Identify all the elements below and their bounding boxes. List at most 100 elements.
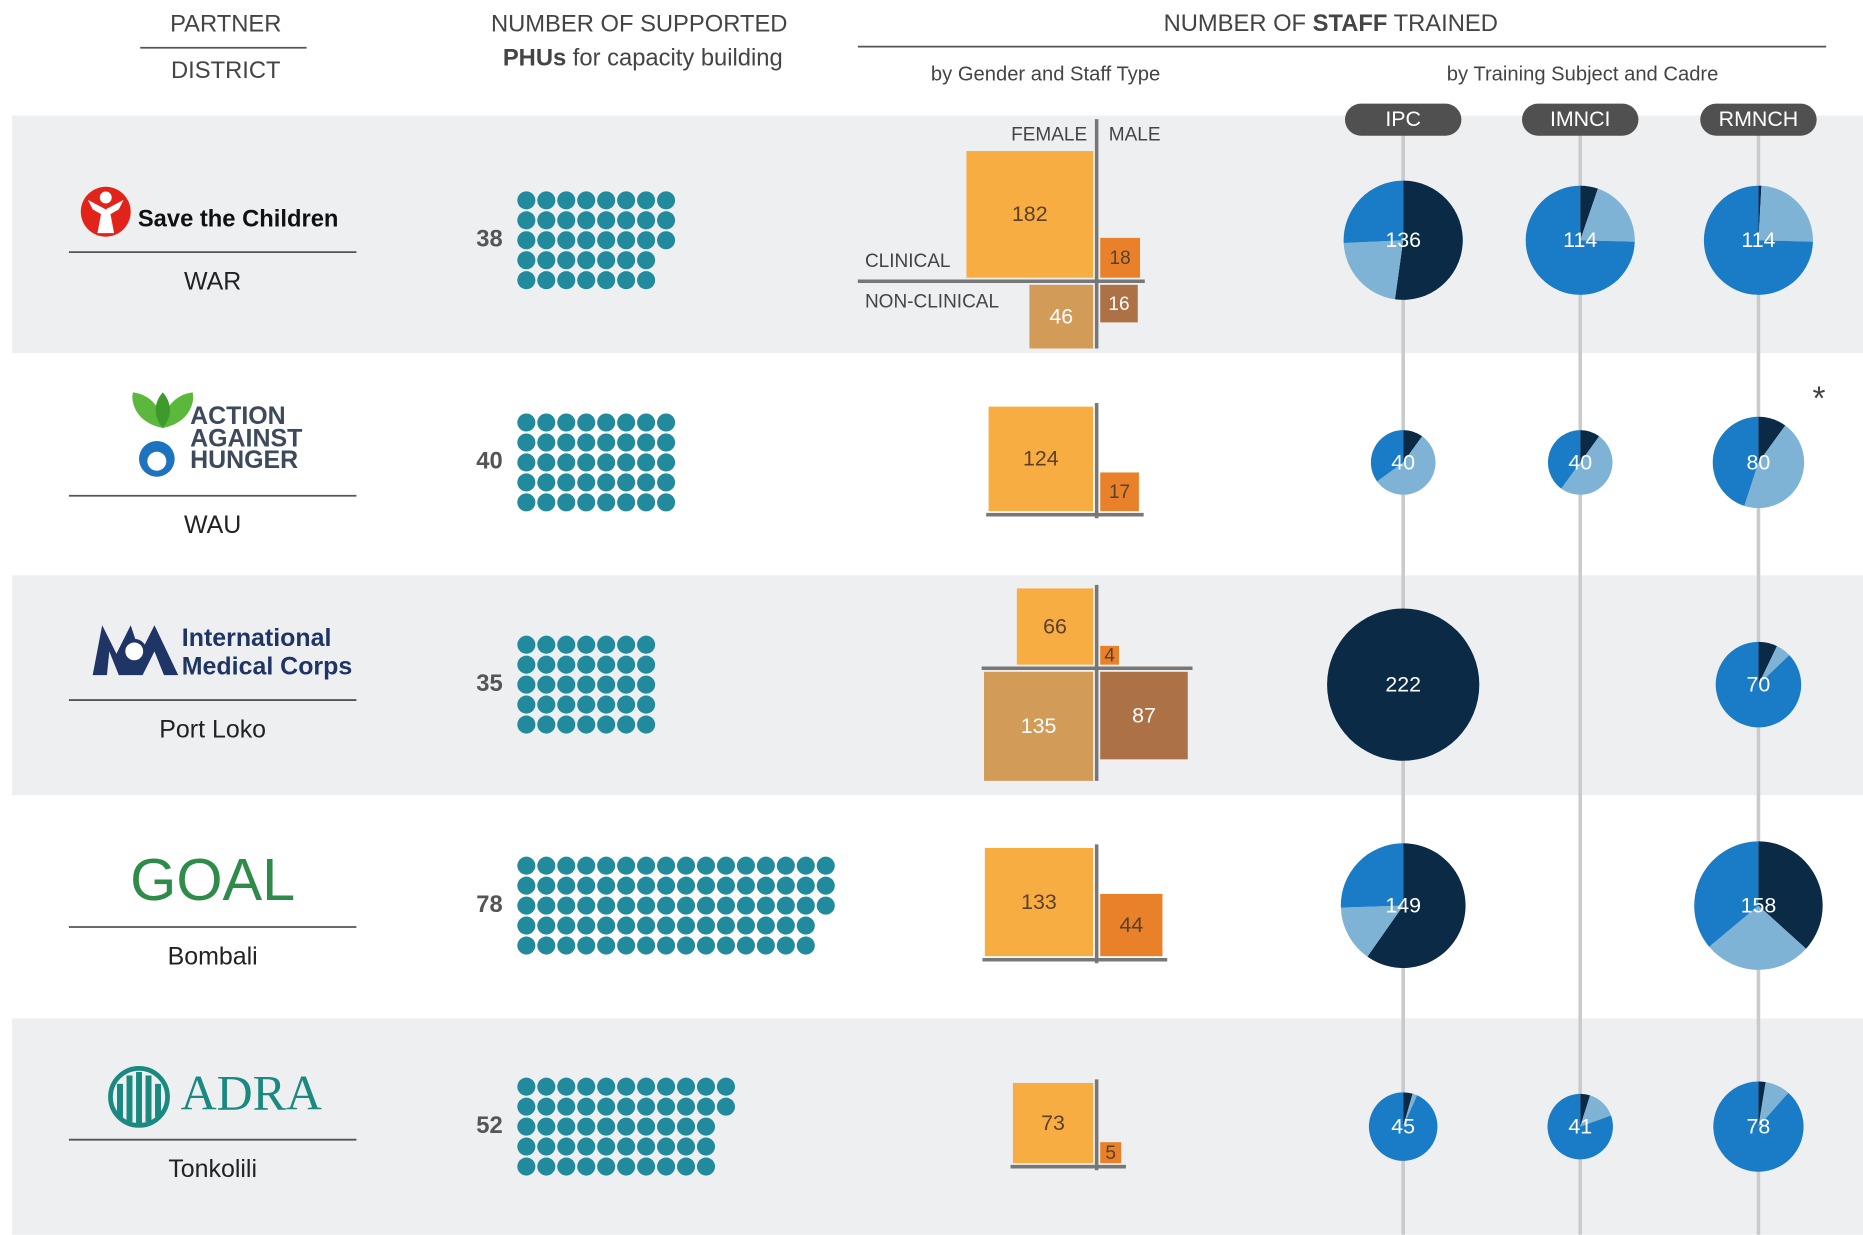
phu-dot bbox=[537, 493, 556, 512]
male-label: MALE bbox=[1109, 125, 1161, 146]
phu-dot bbox=[597, 1117, 616, 1136]
phu-dot bbox=[617, 655, 636, 674]
phu-dot bbox=[657, 876, 676, 895]
phu-dot bbox=[537, 635, 556, 654]
phu-dot bbox=[637, 433, 656, 452]
phu-dot bbox=[657, 1117, 676, 1136]
phu-dot bbox=[597, 655, 616, 674]
staff-square bbox=[1100, 284, 1138, 323]
staff-square bbox=[984, 671, 1094, 781]
phu-dot bbox=[617, 695, 636, 714]
phu-dot bbox=[557, 655, 576, 674]
staff-square bbox=[1100, 893, 1163, 957]
pie-total: 114 bbox=[1741, 228, 1775, 252]
staff-value: 133 bbox=[1021, 890, 1057, 914]
partner-logo: GOAL bbox=[130, 846, 295, 913]
phu-dot bbox=[597, 493, 616, 512]
phu-dot bbox=[617, 1097, 636, 1116]
phu-dot bbox=[617, 876, 636, 895]
phu-dot bbox=[657, 896, 676, 915]
phu-dot bbox=[597, 453, 616, 472]
phu-dot bbox=[597, 936, 616, 955]
pie-total: 80 bbox=[1747, 450, 1771, 474]
pie-slice bbox=[1758, 185, 1813, 242]
phu-dot bbox=[756, 916, 775, 935]
subject-label: RMNCH bbox=[1719, 107, 1799, 131]
phu-dot bbox=[617, 493, 636, 512]
staff-pre: NUMBER OF bbox=[1164, 10, 1313, 37]
staff-bold: STAFF bbox=[1313, 10, 1388, 37]
phu-dot bbox=[577, 211, 596, 230]
phu-dot bbox=[557, 413, 576, 432]
staff-square bbox=[1016, 588, 1094, 665]
phu-dot bbox=[577, 675, 596, 694]
phu-dot bbox=[517, 916, 536, 935]
pie-total: 70 bbox=[1747, 672, 1771, 696]
staff-value: 135 bbox=[1021, 714, 1057, 738]
phu-dot bbox=[696, 1077, 716, 1096]
pie-total: 158 bbox=[1741, 893, 1777, 917]
staff-value: 46 bbox=[1049, 304, 1073, 328]
pie-slice bbox=[1580, 1093, 1591, 1127]
phu-dot bbox=[716, 936, 735, 955]
phu-dot bbox=[696, 876, 716, 895]
phu-dot bbox=[517, 251, 536, 270]
pie-slice bbox=[1758, 1082, 1789, 1127]
phu-dot bbox=[577, 413, 596, 432]
phu-dot bbox=[597, 675, 616, 694]
phu-dot bbox=[537, 856, 556, 875]
staff-square bbox=[966, 151, 1094, 278]
phus-header-2: PHUs for capacity building bbox=[503, 45, 783, 72]
phu-dot bbox=[517, 271, 536, 290]
phu-dot bbox=[517, 876, 536, 895]
phu-dot bbox=[597, 856, 616, 875]
pie-slice bbox=[1561, 436, 1613, 495]
phu-dot bbox=[517, 655, 536, 674]
phu-dot bbox=[696, 1117, 716, 1136]
pie-total: 149 bbox=[1385, 893, 1421, 917]
phu-dot bbox=[517, 1077, 536, 1096]
pie-slice bbox=[1758, 841, 1823, 949]
imc-icon bbox=[121, 638, 147, 664]
phu-dot bbox=[597, 1137, 616, 1156]
phu-dot bbox=[557, 675, 576, 694]
phu-dot bbox=[716, 1077, 735, 1096]
pie-slice bbox=[1340, 905, 1404, 957]
staff-square bbox=[1029, 284, 1094, 349]
phu-dot bbox=[557, 896, 576, 915]
phu-dot bbox=[617, 1117, 636, 1136]
phu-dot bbox=[637, 251, 656, 270]
phu-dot bbox=[597, 251, 616, 270]
phu-dot bbox=[716, 856, 735, 875]
phu-dot bbox=[617, 916, 636, 935]
phu-dot bbox=[716, 876, 735, 895]
phu-dot bbox=[617, 896, 636, 915]
pie-slice bbox=[1758, 641, 1777, 685]
phu-dot bbox=[637, 1117, 656, 1136]
staff-value: 18 bbox=[1110, 248, 1131, 269]
phu-dot bbox=[677, 1097, 696, 1116]
pie-total: 40 bbox=[1568, 450, 1592, 474]
phu-dot bbox=[517, 1097, 536, 1116]
partner-logo: ADRA bbox=[181, 1066, 322, 1121]
phu-dot bbox=[517, 635, 536, 654]
aah-icon bbox=[147, 451, 167, 471]
phu-dot bbox=[637, 916, 656, 935]
phu-dot bbox=[677, 936, 696, 955]
phu-dot bbox=[517, 856, 536, 875]
clinical-label: CLINICAL bbox=[865, 251, 951, 272]
phu-dot bbox=[597, 413, 616, 432]
partner-logo: HUNGER bbox=[190, 446, 298, 474]
pie-slice bbox=[1713, 1081, 1804, 1172]
phu-dot bbox=[537, 433, 556, 452]
phu-dot bbox=[557, 876, 576, 895]
phu-dot bbox=[657, 211, 676, 230]
phu-dot bbox=[517, 191, 536, 210]
phu-dot bbox=[597, 231, 616, 250]
phu-dot bbox=[776, 916, 795, 935]
phu-dot bbox=[736, 896, 755, 915]
partner-logo: AGAINST bbox=[190, 424, 302, 452]
phu-dot bbox=[557, 453, 576, 472]
staff-value: 44 bbox=[1119, 913, 1143, 937]
phu-dot bbox=[577, 251, 596, 270]
